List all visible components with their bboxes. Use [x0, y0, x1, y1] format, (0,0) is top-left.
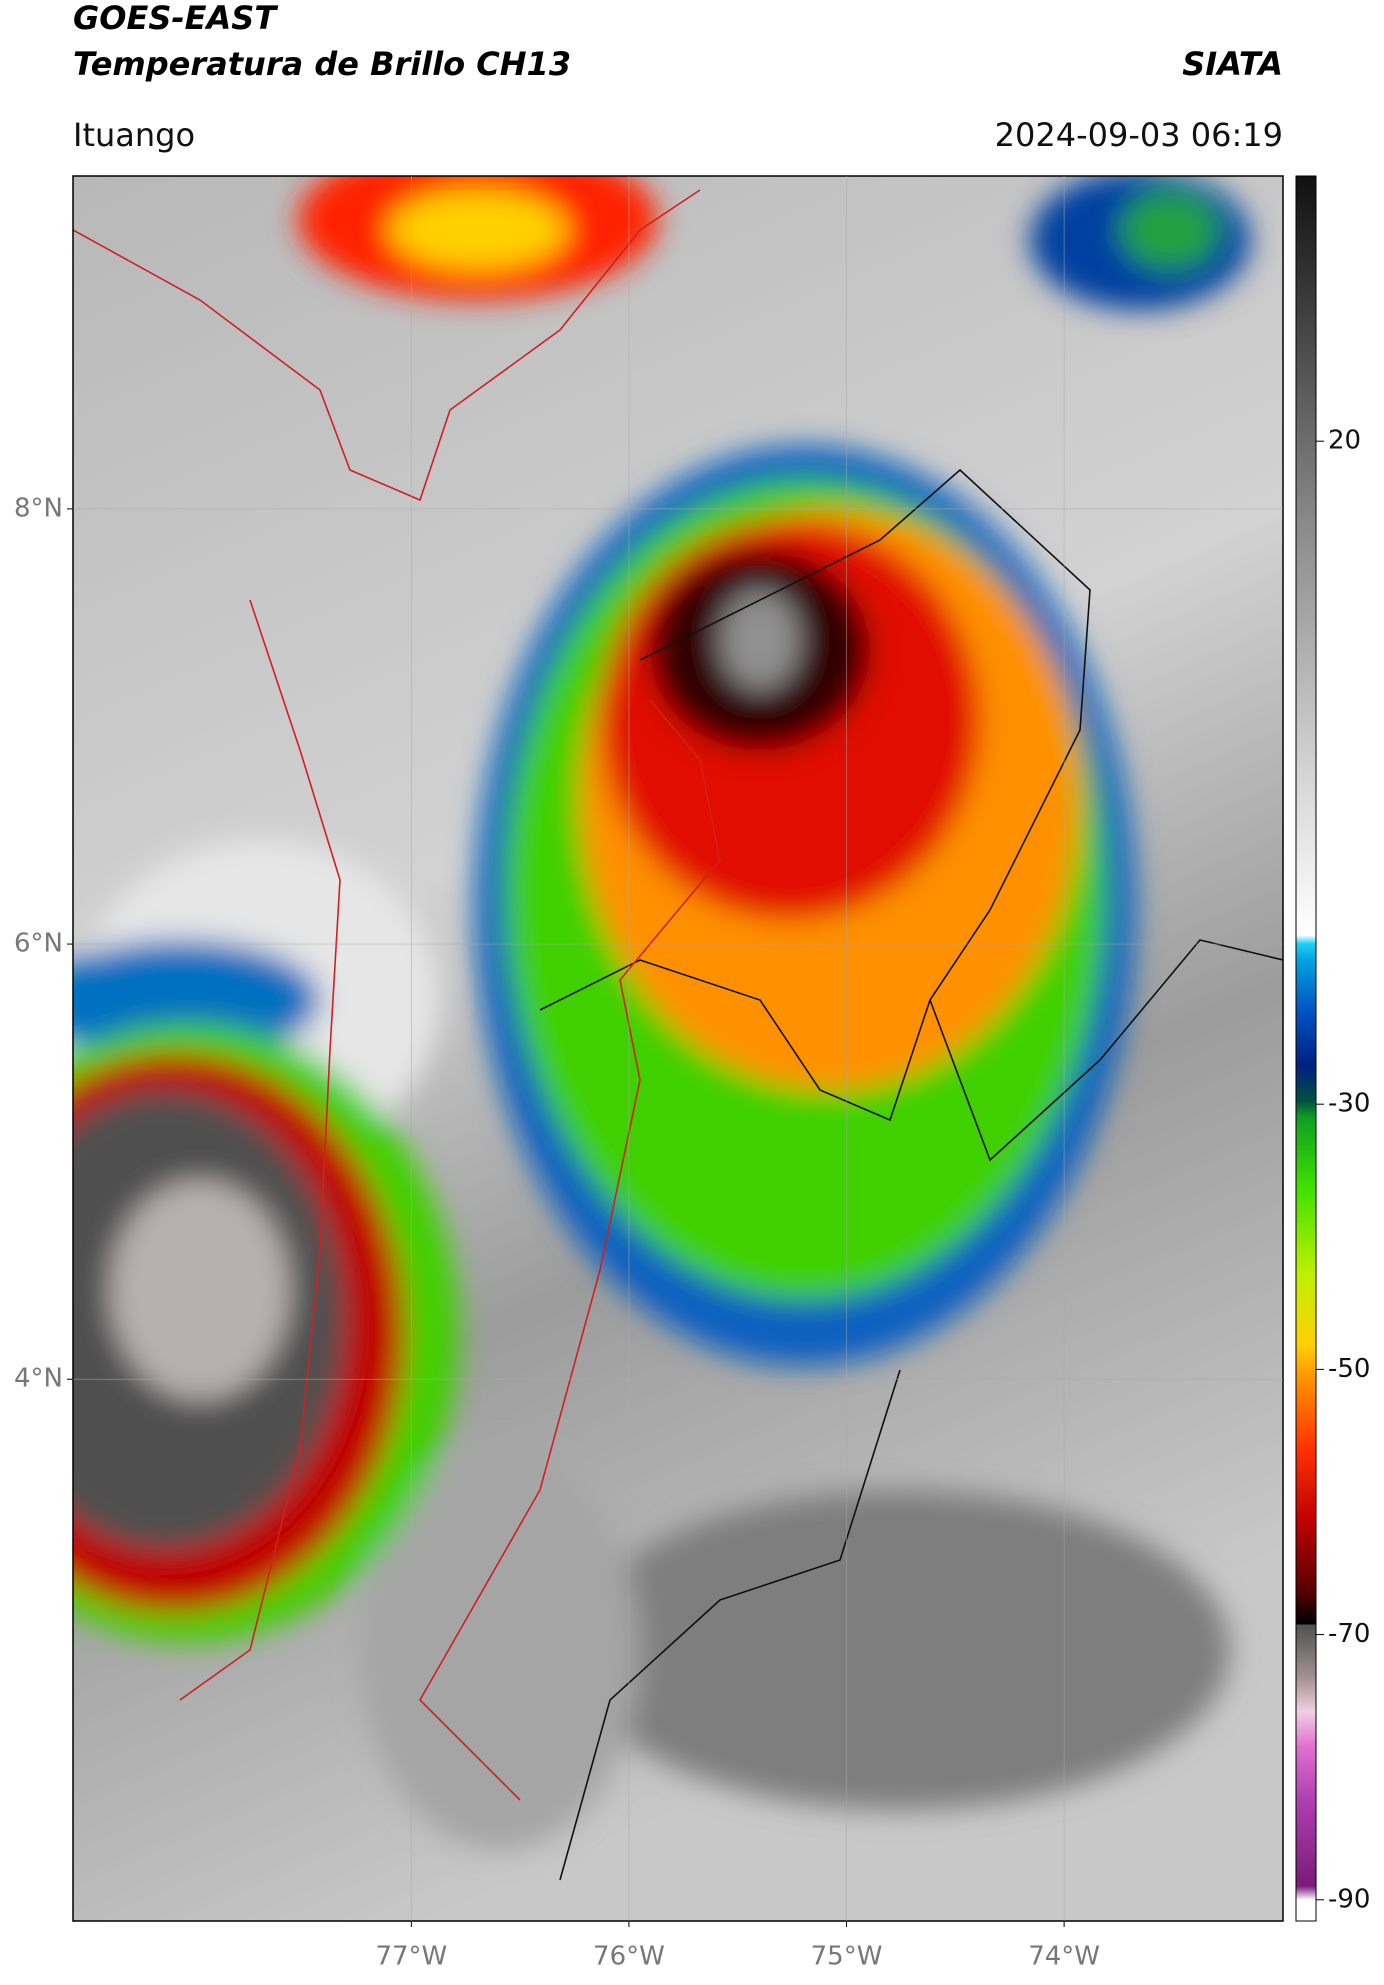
colorbar-tick-label: 20: [1328, 426, 1361, 456]
title: GOES-EAST: [73, 0, 278, 37]
x-tick-label: 74°W: [1028, 1942, 1100, 1972]
colorbar-tick-label: -90: [1328, 1884, 1370, 1914]
boundaries: [73, 189, 721, 1801]
colorbar-tick-label: -30: [1328, 1089, 1370, 1119]
y-tick-label: 8°N: [14, 493, 63, 523]
x-tick-label: 77°W: [375, 1942, 447, 1972]
grid: [73, 176, 1283, 1921]
y-tick-label: 6°N: [14, 929, 63, 959]
colorbar-tick-label: -70: [1328, 1619, 1370, 1649]
source: SIATA: [1182, 45, 1283, 83]
x-tick-label: 75°W: [811, 1942, 883, 1972]
ticks: 77°W 76°W 75°W 74°W 8°N 6°N 4°N: [14, 493, 1100, 1971]
location: Ituango: [73, 116, 195, 154]
colorbar-ticks: 20 -30 -50 -70 -90: [1316, 426, 1370, 1914]
satellite-image: [73, 176, 1283, 1921]
x-tick-label: 76°W: [593, 1942, 665, 1972]
borders: [539, 468, 1283, 1881]
y-tick-label: 4°N: [14, 1364, 63, 1394]
colorbar: [1295, 175, 1317, 1922]
map-frame: [72, 175, 1284, 1922]
subtitle: Temperatura de Brillo CH13: [73, 45, 571, 83]
datetime: 2024-09-03 06:19: [995, 116, 1283, 154]
colorbar-tick-label: -50: [1328, 1354, 1370, 1384]
